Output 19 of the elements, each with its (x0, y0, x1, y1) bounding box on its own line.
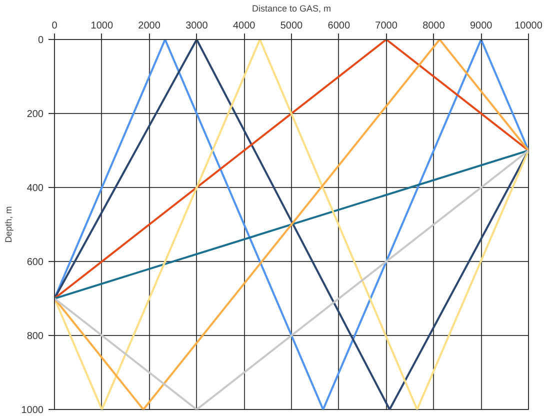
y-tick-label: 0 (38, 35, 44, 46)
x-tick-label: 10000 (514, 20, 543, 32)
y-tick-label: 400 (26, 183, 44, 194)
x-tick-label: 2000 (138, 20, 161, 32)
x-axis-title: Distance to GAS, m (252, 4, 332, 14)
x-tick-label: 8000 (422, 20, 446, 32)
y-tick-label: 800 (26, 331, 44, 342)
x-tick-label: 0 (52, 20, 58, 32)
y-tick-label: 1000 (21, 405, 44, 416)
x-tick-label: 6000 (328, 20, 350, 32)
x-tick-label: 7000 (375, 20, 398, 32)
x-tick-label: 3000 (186, 20, 208, 32)
x-tick-label: 9000 (470, 20, 493, 32)
y-tick-label: 600 (26, 257, 44, 268)
y-tick-label: 200 (26, 109, 44, 120)
x-tick-label: 4000 (232, 20, 256, 32)
y-axis-title: Depth, m (3, 206, 14, 243)
x-tick-label: 5000 (280, 20, 304, 32)
x-tick-label: 1000 (90, 20, 114, 32)
